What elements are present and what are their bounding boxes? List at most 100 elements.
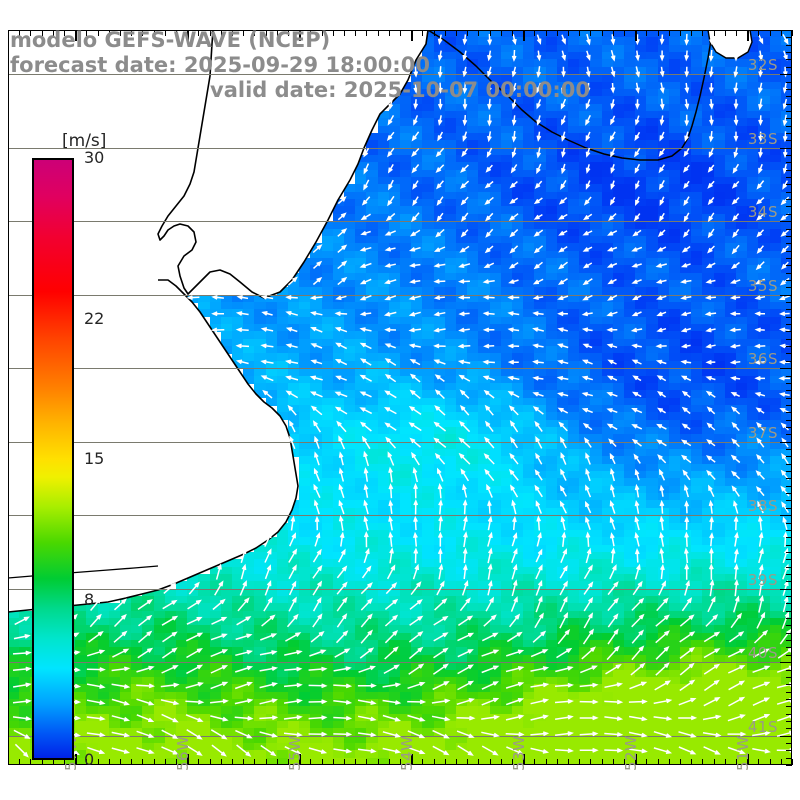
raster-cell — [444, 199, 457, 208]
raster-cell — [769, 250, 782, 259]
raster-cell — [344, 338, 356, 347]
raster-cell — [377, 213, 390, 222]
raster-cell — [456, 81, 468, 90]
raster-cell — [478, 162, 491, 171]
raster-cell — [568, 140, 580, 149]
raster-cell — [545, 162, 558, 171]
raster-cell — [332, 221, 345, 230]
raster-cell — [500, 206, 513, 215]
raster-cell — [668, 302, 681, 311]
raster-cell — [646, 338, 659, 347]
raster-cell — [422, 74, 435, 83]
raster-cell — [680, 44, 692, 53]
raster-cell — [366, 346, 379, 355]
raster-cell — [500, 287, 513, 296]
raster-cell — [691, 228, 704, 237]
raster-cell — [523, 191, 536, 200]
raster-cell — [366, 213, 379, 222]
raster-cell — [411, 346, 424, 355]
raster-cell — [713, 81, 726, 90]
raster-cell — [646, 147, 659, 156]
raster-cell — [254, 309, 267, 318]
raster-cell — [713, 235, 726, 244]
raster-cell — [377, 250, 390, 259]
raster-cell — [556, 316, 569, 325]
raster-cell — [668, 250, 681, 259]
raster-cell — [422, 243, 435, 252]
raster-cell — [780, 206, 792, 215]
raster-cell — [590, 81, 603, 90]
raster-cell — [724, 162, 737, 171]
raster-cell — [489, 147, 502, 156]
raster-cell — [232, 331, 244, 340]
raster-cell — [400, 132, 412, 142]
raster-cell — [769, 30, 782, 39]
raster-cell — [545, 368, 558, 377]
raster-cell — [444, 353, 457, 362]
raster-cell — [321, 404, 334, 414]
raster-cell — [668, 331, 681, 340]
raster-cell — [747, 302, 760, 311]
raster-cell — [736, 213, 748, 222]
raster-cell — [691, 316, 704, 325]
raster-cell — [612, 397, 625, 406]
raster-cell — [220, 294, 233, 303]
raster-cell — [400, 228, 412, 237]
raster-cell — [657, 235, 670, 244]
raster-cell — [512, 302, 524, 311]
raster-cell — [523, 155, 536, 164]
raster-cell — [568, 279, 580, 289]
raster-cell — [500, 162, 513, 171]
raster-cell — [456, 257, 468, 267]
raster-cell — [724, 132, 737, 142]
raster-cell — [568, 368, 580, 377]
raster-cell — [400, 419, 412, 428]
raster-cell — [769, 382, 782, 391]
raster-cell — [545, 390, 558, 399]
raster-cell — [321, 257, 334, 267]
raster-cell — [243, 302, 256, 311]
raster-cell — [489, 221, 502, 230]
raster-cell — [713, 66, 726, 75]
raster-cell — [478, 243, 491, 252]
raster-cell — [422, 88, 435, 97]
raster-cell — [500, 272, 513, 281]
raster-cell — [646, 360, 659, 369]
raster-cell — [646, 103, 659, 112]
raster-cell — [769, 294, 782, 303]
raster-cell — [254, 324, 267, 333]
raster-cell — [478, 382, 491, 391]
raster-cell — [680, 59, 692, 68]
raster-cell — [612, 52, 625, 61]
raster-cell — [736, 375, 748, 384]
raster-cell — [545, 360, 558, 369]
raster-cell — [668, 287, 681, 296]
raster-cell — [299, 265, 312, 274]
raster-cell — [612, 382, 625, 391]
raster-cell — [545, 88, 558, 97]
raster-cell — [646, 353, 659, 362]
raster-cell — [747, 404, 760, 414]
raster-cell — [232, 316, 244, 325]
raster-cell — [568, 81, 580, 90]
raster-cell — [444, 184, 457, 193]
raster-cell — [601, 302, 614, 311]
raster-cell — [624, 140, 636, 149]
raster-cell — [747, 74, 760, 83]
raster-cell — [332, 412, 345, 421]
raster-cell — [377, 279, 390, 289]
raster-cell — [646, 44, 659, 53]
raster-cell — [769, 331, 782, 340]
raster-cell — [344, 191, 356, 200]
raster-cell — [456, 140, 468, 149]
raster-cell — [444, 235, 457, 244]
raster-cell — [310, 360, 323, 369]
raster-cell — [332, 397, 345, 406]
raster-cell — [433, 316, 446, 325]
raster-cell — [702, 331, 715, 340]
raster-cell — [747, 81, 760, 90]
raster-cell — [545, 30, 558, 39]
raster-cell — [590, 287, 603, 296]
raster-cell — [668, 147, 681, 156]
raster-cell — [523, 404, 536, 414]
